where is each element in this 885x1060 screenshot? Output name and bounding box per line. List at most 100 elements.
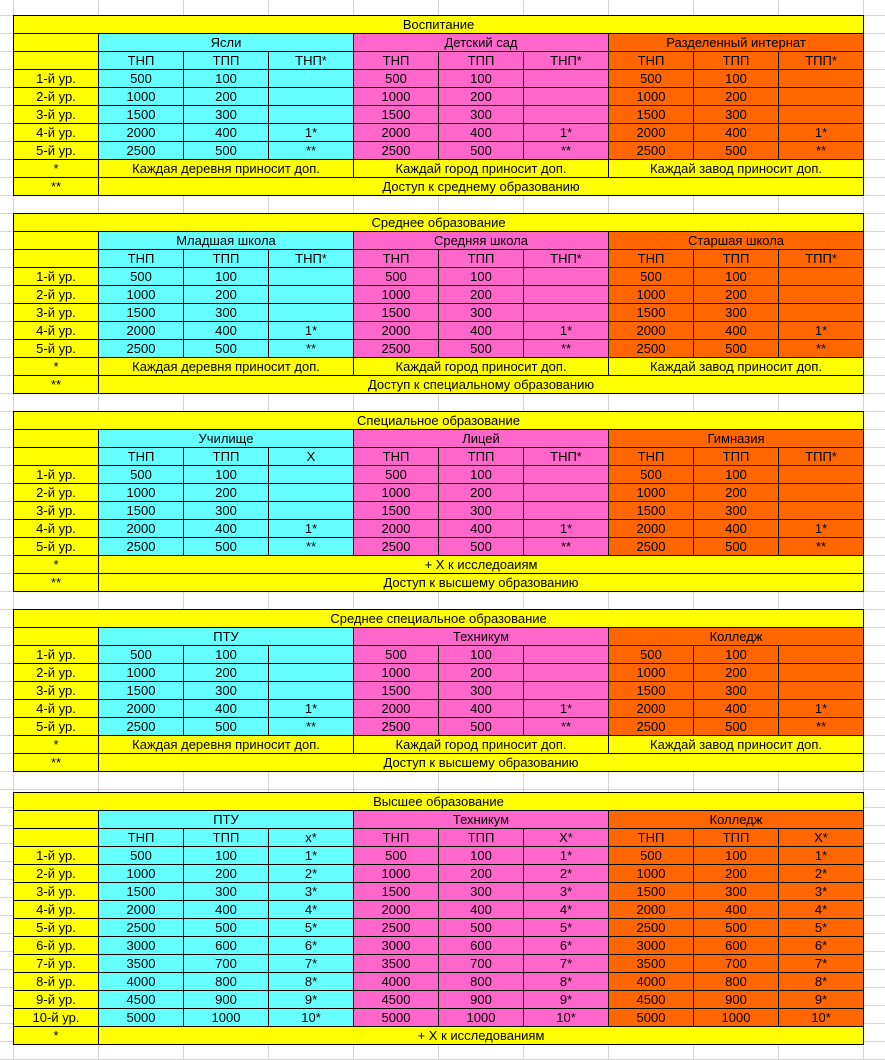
column-header[interactable]: Х*: [778, 828, 864, 847]
data-cell[interactable]: 2500: [353, 537, 439, 556]
data-cell[interactable]: 500: [183, 918, 269, 937]
data-cell[interactable]: [778, 483, 864, 502]
data-cell[interactable]: 500: [98, 69, 184, 88]
note-text[interactable]: Каждай город приносит доп.: [353, 735, 609, 754]
data-cell[interactable]: 2000: [353, 123, 439, 142]
data-cell[interactable]: 500: [438, 918, 524, 937]
data-cell[interactable]: 7*: [268, 954, 354, 973]
data-cell[interactable]: 500: [608, 69, 694, 88]
data-cell[interactable]: 2500: [98, 141, 184, 160]
column-header[interactable]: ТНП*: [268, 51, 354, 70]
data-cell[interactable]: 400: [693, 123, 779, 142]
data-cell[interactable]: 1500: [98, 882, 184, 901]
data-cell[interactable]: **: [523, 537, 609, 556]
level-label[interactable]: 4-й ур.: [13, 321, 99, 340]
data-cell[interactable]: 200: [438, 663, 524, 682]
note-text[interactable]: Каждай завод приносит доп.: [607, 735, 865, 754]
data-cell[interactable]: 2500: [608, 717, 694, 736]
level-label[interactable]: 1-й ур.: [13, 465, 99, 484]
data-cell[interactable]: 1500: [608, 501, 694, 520]
group-header[interactable]: Техникум: [353, 627, 609, 646]
data-cell[interactable]: [777, 303, 865, 322]
data-cell[interactable]: 400: [183, 900, 269, 919]
data-cell[interactable]: 6*: [268, 936, 354, 955]
level-label[interactable]: 2-й ур.: [13, 87, 99, 106]
data-cell[interactable]: [523, 285, 609, 304]
level-label[interactable]: 5-й ур.: [13, 537, 99, 556]
data-cell[interactable]: 2000: [98, 321, 184, 340]
data-cell[interactable]: 1500: [608, 882, 694, 901]
corner-cell[interactable]: [13, 447, 99, 466]
data-cell[interactable]: [523, 87, 609, 106]
data-cell[interactable]: 300: [183, 105, 269, 124]
data-cell[interactable]: 1000: [608, 864, 694, 883]
column-header[interactable]: ТНП: [353, 447, 439, 466]
data-cell[interactable]: 1*: [778, 519, 864, 538]
data-cell[interactable]: [777, 267, 865, 286]
column-header[interactable]: ТНП*: [523, 447, 609, 466]
group-header[interactable]: Ясли: [98, 33, 354, 52]
data-cell[interactable]: 200: [438, 285, 524, 304]
section-title[interactable]: Высшее образование: [13, 792, 864, 811]
data-cell[interactable]: 100: [183, 645, 269, 664]
level-label[interactable]: 2-й ур.: [13, 483, 99, 502]
data-cell[interactable]: 2500: [608, 141, 694, 160]
data-cell[interactable]: 1*: [268, 699, 354, 718]
data-cell[interactable]: 2500: [608, 339, 694, 358]
data-cell[interactable]: 100: [438, 69, 524, 88]
data-cell[interactable]: 800: [183, 972, 269, 991]
corner-cell[interactable]: [13, 627, 99, 646]
data-cell[interactable]: 500: [693, 339, 779, 358]
data-cell[interactable]: 1*: [777, 699, 865, 718]
data-cell[interactable]: [268, 681, 354, 700]
data-cell[interactable]: 2000: [353, 519, 439, 538]
data-cell[interactable]: **: [777, 339, 865, 358]
note-text[interactable]: Каждая деревня приносит доп.: [98, 735, 354, 754]
column-header[interactable]: ТПП: [183, 828, 269, 847]
data-cell[interactable]: 300: [438, 501, 524, 520]
column-header[interactable]: ТНП*: [523, 249, 609, 268]
data-cell[interactable]: 500: [183, 339, 269, 358]
note-text[interactable]: Доступ к высшему образованию: [97, 753, 865, 772]
data-cell[interactable]: 1500: [353, 303, 439, 322]
level-label[interactable]: 4-й ур.: [13, 699, 99, 718]
level-label[interactable]: 4-й ур.: [13, 900, 99, 919]
data-cell[interactable]: 4000: [98, 972, 184, 991]
level-label[interactable]: 8-й ур.: [13, 972, 99, 991]
data-cell[interactable]: 2000: [608, 321, 694, 340]
column-header[interactable]: ТНП: [608, 249, 694, 268]
data-cell[interactable]: 1500: [608, 105, 694, 124]
data-cell[interactable]: 500: [438, 717, 524, 736]
level-label[interactable]: 10-й ур.: [13, 1008, 99, 1027]
data-cell[interactable]: 700: [693, 954, 779, 973]
data-cell[interactable]: 400: [693, 321, 779, 340]
data-cell[interactable]: 1000: [438, 1008, 524, 1027]
data-cell[interactable]: 1000: [98, 483, 184, 502]
note-text[interactable]: Каждай город приносит доп.: [353, 159, 609, 178]
data-cell[interactable]: **: [778, 537, 864, 556]
data-cell[interactable]: 600: [693, 936, 779, 955]
data-cell[interactable]: 100: [183, 846, 269, 865]
data-cell[interactable]: 2000: [608, 519, 694, 538]
data-cell[interactable]: 200: [183, 285, 269, 304]
note-marker[interactable]: *: [13, 357, 99, 376]
data-cell[interactable]: [523, 681, 609, 700]
note-marker[interactable]: *: [13, 1026, 99, 1045]
data-cell[interactable]: 200: [693, 864, 779, 883]
data-cell[interactable]: 2000: [353, 699, 439, 718]
group-header[interactable]: Гимназия: [608, 429, 864, 448]
data-cell[interactable]: 2*: [778, 864, 864, 883]
column-header[interactable]: ТПП*: [777, 249, 865, 268]
column-header[interactable]: ТПП*: [778, 447, 864, 466]
data-cell[interactable]: **: [268, 537, 354, 556]
column-header[interactable]: ТНП: [98, 249, 184, 268]
data-cell[interactable]: 700: [438, 954, 524, 973]
data-cell[interactable]: 500: [693, 537, 779, 556]
data-cell[interactable]: [523, 663, 609, 682]
data-cell[interactable]: 9*: [523, 990, 609, 1009]
level-label[interactable]: 3-й ур.: [13, 105, 99, 124]
group-header[interactable]: Детский сад: [353, 33, 609, 52]
level-label[interactable]: 9-й ур.: [13, 990, 99, 1009]
data-cell[interactable]: 1*: [777, 123, 865, 142]
data-cell[interactable]: 1000: [353, 483, 439, 502]
